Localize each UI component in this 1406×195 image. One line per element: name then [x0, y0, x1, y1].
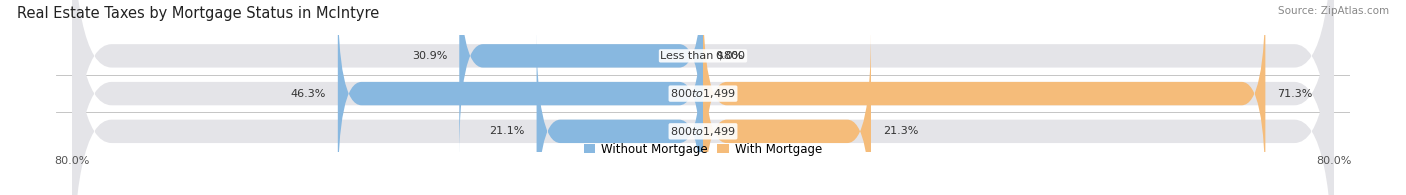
- FancyBboxPatch shape: [72, 0, 1334, 195]
- FancyBboxPatch shape: [703, 0, 1265, 195]
- Text: 21.1%: 21.1%: [489, 126, 524, 136]
- Text: 0.0%: 0.0%: [714, 51, 744, 61]
- Text: Real Estate Taxes by Mortgage Status in McIntyre: Real Estate Taxes by Mortgage Status in …: [17, 6, 380, 21]
- FancyBboxPatch shape: [72, 0, 1334, 195]
- Text: Source: ZipAtlas.com: Source: ZipAtlas.com: [1278, 6, 1389, 16]
- Text: Less than $800: Less than $800: [661, 51, 745, 61]
- FancyBboxPatch shape: [460, 0, 703, 157]
- Text: 21.3%: 21.3%: [883, 126, 918, 136]
- Legend: Without Mortgage, With Mortgage: Without Mortgage, With Mortgage: [579, 138, 827, 160]
- FancyBboxPatch shape: [537, 30, 703, 195]
- FancyBboxPatch shape: [703, 30, 870, 195]
- Text: 71.3%: 71.3%: [1277, 89, 1313, 99]
- FancyBboxPatch shape: [72, 0, 1334, 195]
- Text: $800 to $1,499: $800 to $1,499: [671, 125, 735, 138]
- FancyBboxPatch shape: [337, 0, 703, 195]
- Text: $800 to $1,499: $800 to $1,499: [671, 87, 735, 100]
- Text: 46.3%: 46.3%: [291, 89, 326, 99]
- Text: 30.9%: 30.9%: [412, 51, 447, 61]
